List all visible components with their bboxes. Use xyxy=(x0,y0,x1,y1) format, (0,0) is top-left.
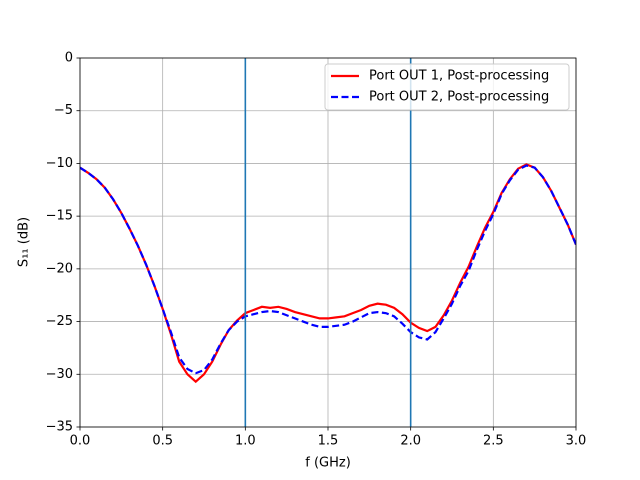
series-line xyxy=(80,163,576,384)
x-tick-label: 1.0 xyxy=(235,434,256,449)
y-tick-label: −35 xyxy=(46,420,73,435)
y-tick-label: 0 xyxy=(65,51,73,66)
x-tick-label: 0.5 xyxy=(152,434,173,449)
y-tick-label: −10 xyxy=(46,156,73,171)
x-axis-label: f (GHz) xyxy=(305,456,351,471)
series-line xyxy=(80,164,576,375)
x-tick-label: 0.0 xyxy=(70,434,91,449)
legend-label: Port OUT 2, Post-processing xyxy=(369,90,549,105)
y-axis-label: S₁₁ (dB) xyxy=(17,217,32,267)
legend-box xyxy=(324,63,570,111)
y-tick-label: −30 xyxy=(46,367,73,382)
legend-label: Port OUT 1, Post-processing xyxy=(369,69,549,84)
y-tick-label: −25 xyxy=(46,314,73,329)
plot-frame xyxy=(79,57,577,428)
x-tick-label: 2.5 xyxy=(483,434,504,449)
y-tick-label: −20 xyxy=(46,261,73,276)
y-tick-label: −15 xyxy=(46,209,73,224)
y-tick-label: −5 xyxy=(54,103,73,118)
x-tick-label: 2.0 xyxy=(400,434,421,449)
x-tick-label: 1.5 xyxy=(318,434,339,449)
x-tick-label: 3.0 xyxy=(566,434,587,449)
